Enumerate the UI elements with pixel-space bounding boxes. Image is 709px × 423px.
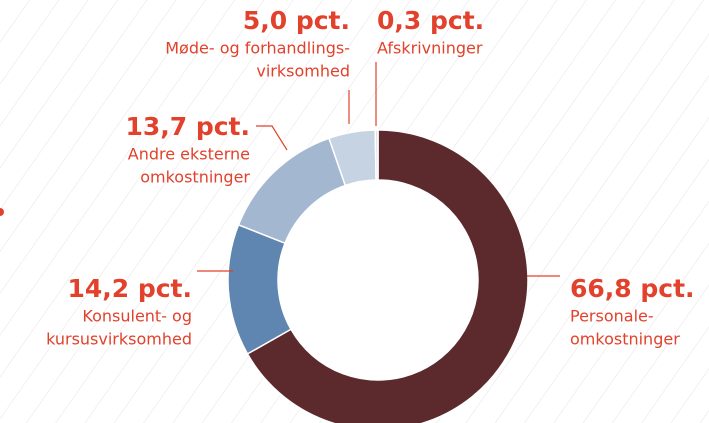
category-label: Personale- <box>570 307 654 326</box>
decor-dot <box>0 208 4 216</box>
value-label: 13,7 pct. <box>125 112 250 141</box>
leader-line <box>256 125 288 151</box>
value-label: 0,3 pct. <box>377 6 484 35</box>
value-label: 5,0 pct. <box>243 6 350 35</box>
donut-hole <box>279 181 477 379</box>
value-label: 66,8 pct. <box>570 274 695 303</box>
category-label: Afskrivninger <box>377 39 483 58</box>
donut-segment <box>246 129 529 423</box>
category-label: Møde- og forhandlings- <box>165 39 350 58</box>
category-label: kursusvirksomhed <box>46 330 192 349</box>
category-label: Andre eksterne <box>128 145 250 164</box>
category-label: omkostninger <box>570 330 680 349</box>
value-label: 14,2 pct. <box>67 274 192 303</box>
donut-segment <box>374 129 379 181</box>
category-label: omkostninger <box>140 168 250 187</box>
category-label: Konsulent- og <box>82 307 192 326</box>
category-label: virksomhed <box>256 62 350 81</box>
